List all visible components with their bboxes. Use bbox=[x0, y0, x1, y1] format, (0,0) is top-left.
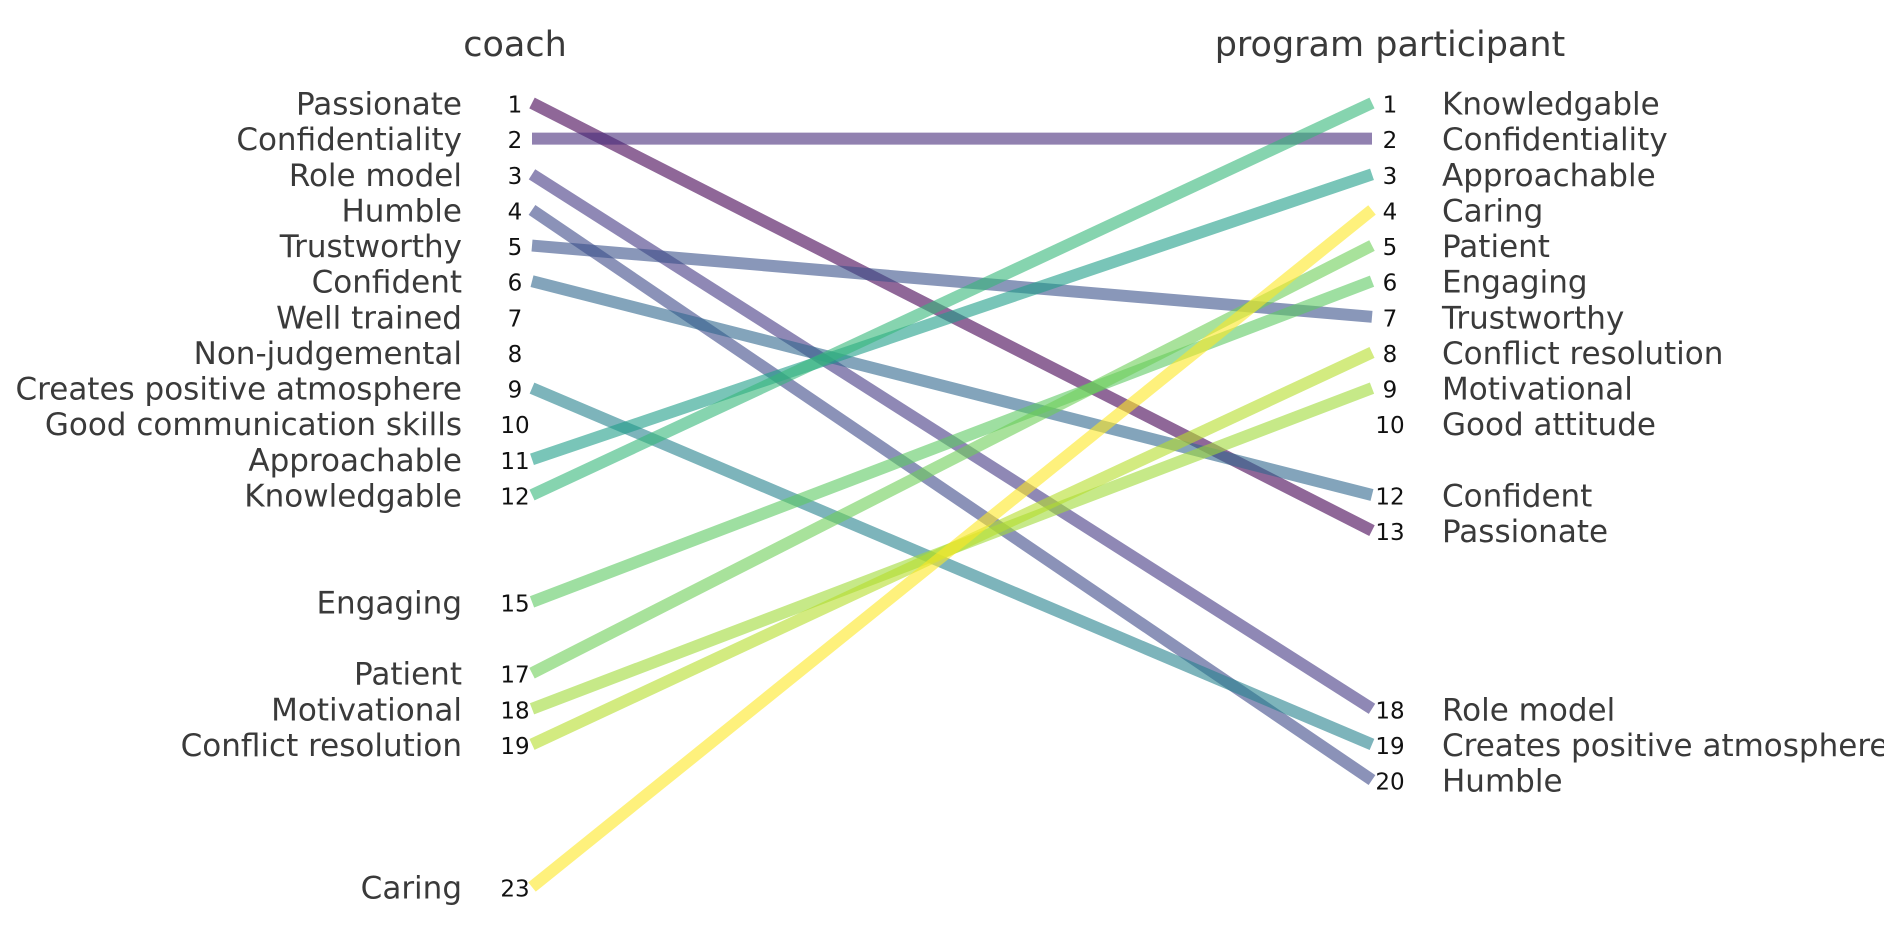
left-label: Knowledgable bbox=[244, 479, 462, 515]
left-label: Approachable bbox=[248, 443, 462, 479]
right-title: program participant bbox=[1215, 25, 1566, 65]
left-label: Confident bbox=[312, 265, 462, 301]
left-rank: 5 bbox=[508, 235, 523, 261]
left-label: Conflict resolution bbox=[181, 728, 462, 764]
left-label: Good communication skills bbox=[45, 407, 462, 443]
left-rank: 19 bbox=[500, 734, 529, 760]
right-label: Role model bbox=[1442, 692, 1615, 728]
right-rank: 5 bbox=[1383, 235, 1398, 261]
left-rank: 6 bbox=[508, 271, 523, 297]
right-label: Humble bbox=[1442, 764, 1563, 800]
left-label: Motivational bbox=[271, 692, 462, 728]
slope-line bbox=[529, 97, 1375, 501]
right-rank: 19 bbox=[1375, 734, 1404, 760]
slope-line bbox=[529, 382, 1375, 750]
right-rank: 6 bbox=[1383, 271, 1398, 297]
right-label: Trustworthy bbox=[1441, 300, 1624, 336]
right-label: Engaging bbox=[1442, 265, 1588, 301]
left-label: Humble bbox=[341, 193, 462, 229]
left-rank: 4 bbox=[508, 199, 523, 225]
left-rank: 11 bbox=[500, 449, 529, 475]
right-label: Conflict resolution bbox=[1442, 336, 1723, 372]
right-rank: 8 bbox=[1383, 342, 1398, 368]
slope-line bbox=[529, 275, 1375, 608]
left-label: Non-judgemental bbox=[194, 336, 462, 372]
right-label: Knowledgable bbox=[1442, 87, 1660, 123]
left-rank: 3 bbox=[508, 164, 523, 190]
left-rank: 15 bbox=[500, 591, 529, 617]
lines bbox=[528, 97, 1376, 892]
right-label: Patient bbox=[1442, 229, 1550, 265]
right-label: Creates positive atmosphere bbox=[1442, 728, 1884, 764]
left-rank: 1 bbox=[508, 93, 523, 119]
right-label: Passionate bbox=[1442, 514, 1608, 550]
left-label: Confidentiality bbox=[236, 122, 462, 158]
slope-line bbox=[531, 239, 1373, 323]
left-title: coach bbox=[463, 25, 567, 65]
right-rank: 9 bbox=[1383, 378, 1398, 404]
right-label: Confidentiality bbox=[1442, 122, 1668, 158]
left-rank: 23 bbox=[500, 877, 529, 903]
slope-line bbox=[530, 168, 1374, 466]
left-rank: 2 bbox=[508, 128, 523, 154]
left-rank: 8 bbox=[508, 342, 523, 368]
left-label: Patient bbox=[354, 657, 462, 693]
left-rank: 9 bbox=[508, 378, 523, 404]
left-label: Passionate bbox=[296, 87, 462, 123]
right-label: Approachable bbox=[1442, 158, 1656, 194]
left-label: Well trained bbox=[276, 300, 462, 336]
left-rank: 17 bbox=[500, 663, 529, 689]
slope-line bbox=[528, 205, 1376, 892]
right-rank: 13 bbox=[1375, 520, 1404, 546]
right-rank: 18 bbox=[1375, 698, 1404, 724]
right-label: Confident bbox=[1442, 479, 1592, 515]
right-label: Caring bbox=[1442, 193, 1543, 229]
right-rank: 2 bbox=[1383, 128, 1398, 154]
left-rank: 10 bbox=[500, 413, 529, 439]
right-label: Motivational bbox=[1442, 372, 1633, 408]
slope-line bbox=[530, 275, 1374, 501]
right-rank: 12 bbox=[1375, 485, 1404, 511]
right-rank: 20 bbox=[1375, 770, 1404, 796]
right-rank: 3 bbox=[1383, 164, 1398, 190]
left-label: Engaging bbox=[316, 585, 462, 621]
right-label: Good attitude bbox=[1442, 407, 1656, 443]
left-label: Creates positive atmosphere bbox=[16, 372, 462, 408]
left-label: Caring bbox=[361, 871, 462, 907]
left-label: Role model bbox=[289, 158, 462, 194]
right-rank: 1 bbox=[1383, 93, 1398, 119]
right-rank: 4 bbox=[1383, 199, 1398, 225]
left-rank: 18 bbox=[500, 698, 529, 724]
right-rank: 7 bbox=[1383, 306, 1398, 332]
right-rank: 10 bbox=[1375, 413, 1404, 439]
left-rank: 12 bbox=[500, 485, 529, 511]
left-label: Trustworthy bbox=[279, 229, 462, 265]
left-rank: 7 bbox=[508, 306, 523, 332]
